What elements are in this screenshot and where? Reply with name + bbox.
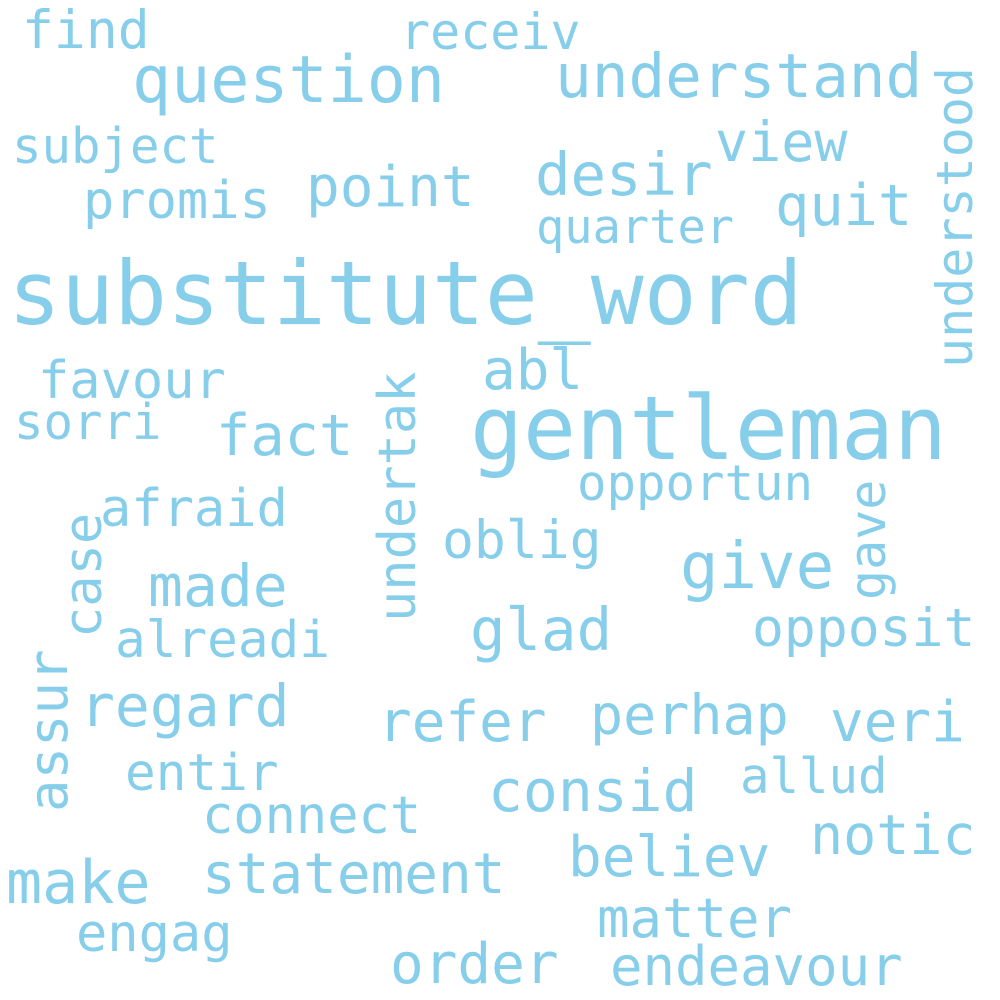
- word-glad: glad: [470, 595, 613, 664]
- word-question: question: [132, 43, 446, 118]
- word-abl: abl: [482, 338, 584, 403]
- word-subject: subject: [12, 118, 219, 175]
- word-refer: refer: [378, 690, 547, 755]
- word-consid: consid: [488, 757, 698, 825]
- word-opportun: opportun: [577, 455, 814, 512]
- word-opposit: opposit: [752, 598, 976, 659]
- word-perhap: perhap: [590, 683, 789, 747]
- word-receiv: receiv: [400, 3, 581, 61]
- word-undertak: undertak: [368, 371, 428, 622]
- word-gentleman: gentleman: [470, 377, 947, 480]
- word-sorri: sorri: [14, 394, 162, 451]
- word-quarter: quarter: [536, 200, 735, 255]
- word-gave: gave: [839, 479, 897, 600]
- word-promis: promis: [83, 171, 271, 231]
- word-order: order: [390, 932, 559, 997]
- word-desir: desir: [535, 140, 713, 209]
- word-made: made: [148, 552, 288, 620]
- word-regard: regard: [80, 672, 290, 740]
- word-make: make: [6, 848, 151, 918]
- word-give: give: [680, 530, 835, 604]
- word-favour: favour: [38, 351, 226, 411]
- word-veri: veri: [830, 690, 965, 755]
- word-understood: understood: [926, 66, 984, 368]
- word-fact: fact: [216, 403, 354, 469]
- word-substitute-word: substitute_word: [8, 242, 803, 345]
- word-case: case: [54, 512, 114, 638]
- word-understand: understand: [555, 41, 923, 112]
- word-allud: allud: [740, 748, 888, 805]
- word-entir: entir: [125, 744, 279, 803]
- word-connect: connect: [202, 786, 422, 846]
- word-oblig: oblig: [442, 510, 602, 571]
- word-alreadi: alreadi: [115, 611, 330, 670]
- word-point: point: [306, 155, 475, 220]
- word-assur: assur: [17, 649, 80, 812]
- word-quit: quit: [775, 173, 913, 239]
- word-find: find: [22, 0, 150, 61]
- word-engag: engag: [76, 904, 233, 964]
- word-statement: statement: [202, 842, 506, 907]
- word-matter: matter: [597, 887, 793, 950]
- word-afraid: afraid: [100, 479, 288, 539]
- word-view: view: [715, 110, 848, 174]
- word-notic: notic: [810, 803, 976, 867]
- word-endeavour: endeavour: [610, 935, 903, 998]
- word-believ: believ: [568, 825, 771, 890]
